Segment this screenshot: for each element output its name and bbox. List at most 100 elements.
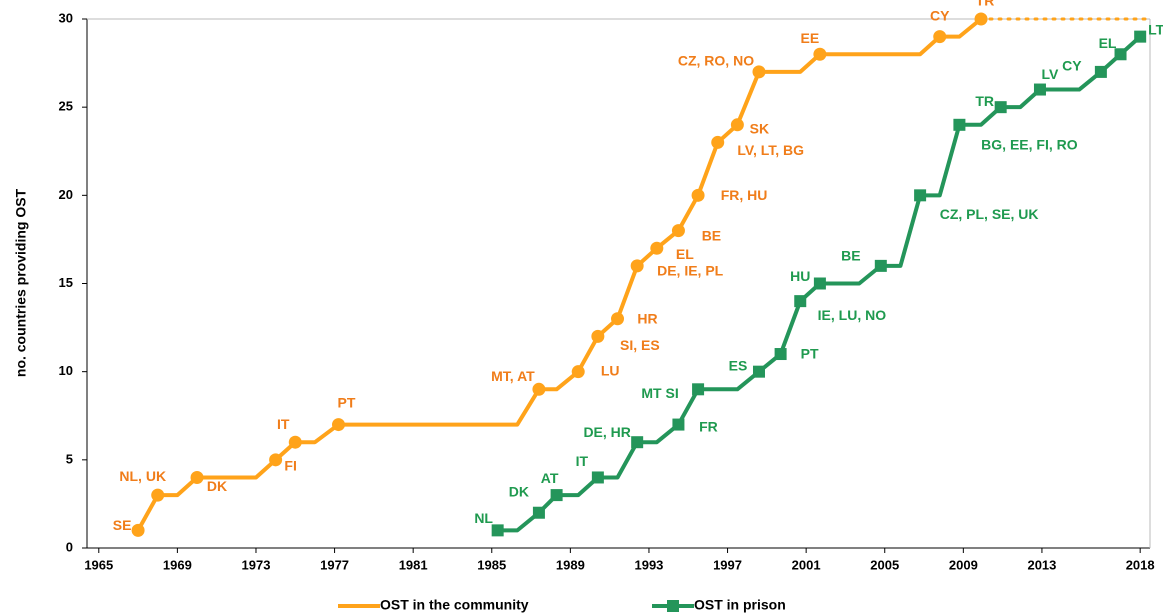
data-label: EL: [1099, 35, 1117, 51]
data-label: DE, IE, PL: [657, 263, 724, 279]
x-tick-label: 1965: [84, 557, 113, 572]
y-axis-title: no. countries providing OST: [13, 188, 29, 377]
data-label: DK: [207, 478, 227, 494]
x-tick-label: 2009: [949, 557, 978, 572]
marker: [550, 489, 563, 502]
data-label: SK: [750, 121, 769, 137]
marker: [631, 436, 644, 449]
marker: [794, 295, 807, 308]
x-tick-label: 1969: [163, 557, 192, 572]
marker: [813, 277, 826, 290]
x-tick-label: 2013: [1027, 557, 1056, 572]
marker: [571, 365, 585, 379]
data-label: TR: [975, 93, 994, 109]
data-label: LU: [601, 362, 620, 378]
data-label: IT: [277, 416, 290, 432]
marker: [752, 65, 766, 79]
legend-label: OST in the community: [380, 597, 529, 613]
marker: [994, 101, 1007, 114]
marker: [711, 135, 725, 149]
data-label: FR, HU: [721, 187, 768, 203]
marker: [288, 435, 302, 449]
legend-label: OST in prison: [694, 597, 786, 613]
marker: [774, 348, 787, 361]
data-label: DK: [509, 483, 529, 499]
marker: [151, 488, 165, 502]
data-label: AT: [541, 470, 559, 486]
marker: [611, 312, 625, 326]
x-tick-label: 2018: [1126, 557, 1155, 572]
marker: [691, 188, 705, 202]
marker: [131, 523, 145, 537]
data-label: IT: [576, 453, 589, 469]
marker: [813, 47, 827, 61]
marker: [1033, 83, 1046, 96]
marker: [974, 12, 988, 26]
data-label: MT SI: [641, 385, 678, 401]
marker: [190, 470, 204, 484]
y-tick-label: 5: [66, 451, 73, 466]
data-label: EL: [676, 246, 694, 262]
data-label: DE, HR: [583, 424, 630, 440]
marker: [692, 383, 705, 396]
marker: [933, 30, 947, 44]
marker: [650, 241, 664, 255]
x-tick-label: 1985: [477, 557, 506, 572]
marker: [532, 382, 546, 396]
data-label: BE: [702, 227, 721, 243]
data-label: BE: [841, 248, 860, 264]
marker: [532, 506, 545, 519]
data-label: TR: [976, 0, 995, 9]
data-label: LV, LT, BG: [737, 142, 804, 158]
data-label: IE, LU, NO: [818, 307, 887, 323]
data-label: SI, ES: [620, 337, 660, 353]
y-tick-label: 30: [59, 10, 73, 25]
data-label: CZ, RO, NO: [678, 53, 754, 69]
data-label: EE: [801, 30, 820, 46]
series-line: [136, 17, 983, 532]
y-tick-label: 20: [59, 187, 73, 202]
data-label: ES: [729, 357, 748, 373]
marker: [332, 418, 346, 432]
x-tick-label: 1977: [320, 557, 349, 572]
y-tick-label: 25: [59, 99, 73, 114]
x-tick-label: 1973: [242, 557, 271, 572]
data-label: PT: [801, 346, 819, 362]
marker: [269, 453, 283, 467]
data-label: MT, AT: [491, 368, 535, 384]
x-tick-label: 1997: [713, 557, 742, 572]
marker: [914, 189, 927, 202]
data-label: BG, EE, FI, RO: [981, 137, 1078, 153]
legend-marker: [667, 600, 679, 612]
y-tick-label: 10: [59, 363, 73, 378]
data-label: FR: [699, 418, 718, 434]
y-tick-label: 0: [66, 539, 73, 554]
marker: [730, 118, 744, 132]
marker: [591, 329, 605, 343]
marker: [874, 259, 887, 272]
x-tick-label: 2001: [792, 557, 821, 572]
data-label: FI: [284, 458, 296, 474]
marker: [671, 224, 685, 238]
data-label: LV: [1042, 66, 1060, 82]
data-label: CY: [930, 7, 950, 23]
marker: [953, 118, 966, 131]
data-label: HR: [637, 310, 657, 326]
marker: [752, 365, 765, 378]
data-label: CY: [1062, 58, 1082, 74]
data-label: PT: [338, 394, 356, 410]
marker: [672, 418, 685, 431]
x-tick-label: 2005: [870, 557, 899, 572]
marker: [491, 524, 504, 537]
x-tick-label: 1993: [634, 557, 663, 572]
data-label: NL, UK: [119, 468, 166, 484]
x-tick-label: 1989: [556, 557, 585, 572]
marker: [1134, 30, 1147, 43]
data-label: SE: [113, 517, 132, 533]
data-label: LT: [1148, 21, 1163, 37]
x-tick-label: 1981: [399, 557, 428, 572]
data-label: HU: [790, 268, 810, 284]
marker: [1094, 65, 1107, 78]
y-tick-label: 15: [59, 275, 73, 290]
